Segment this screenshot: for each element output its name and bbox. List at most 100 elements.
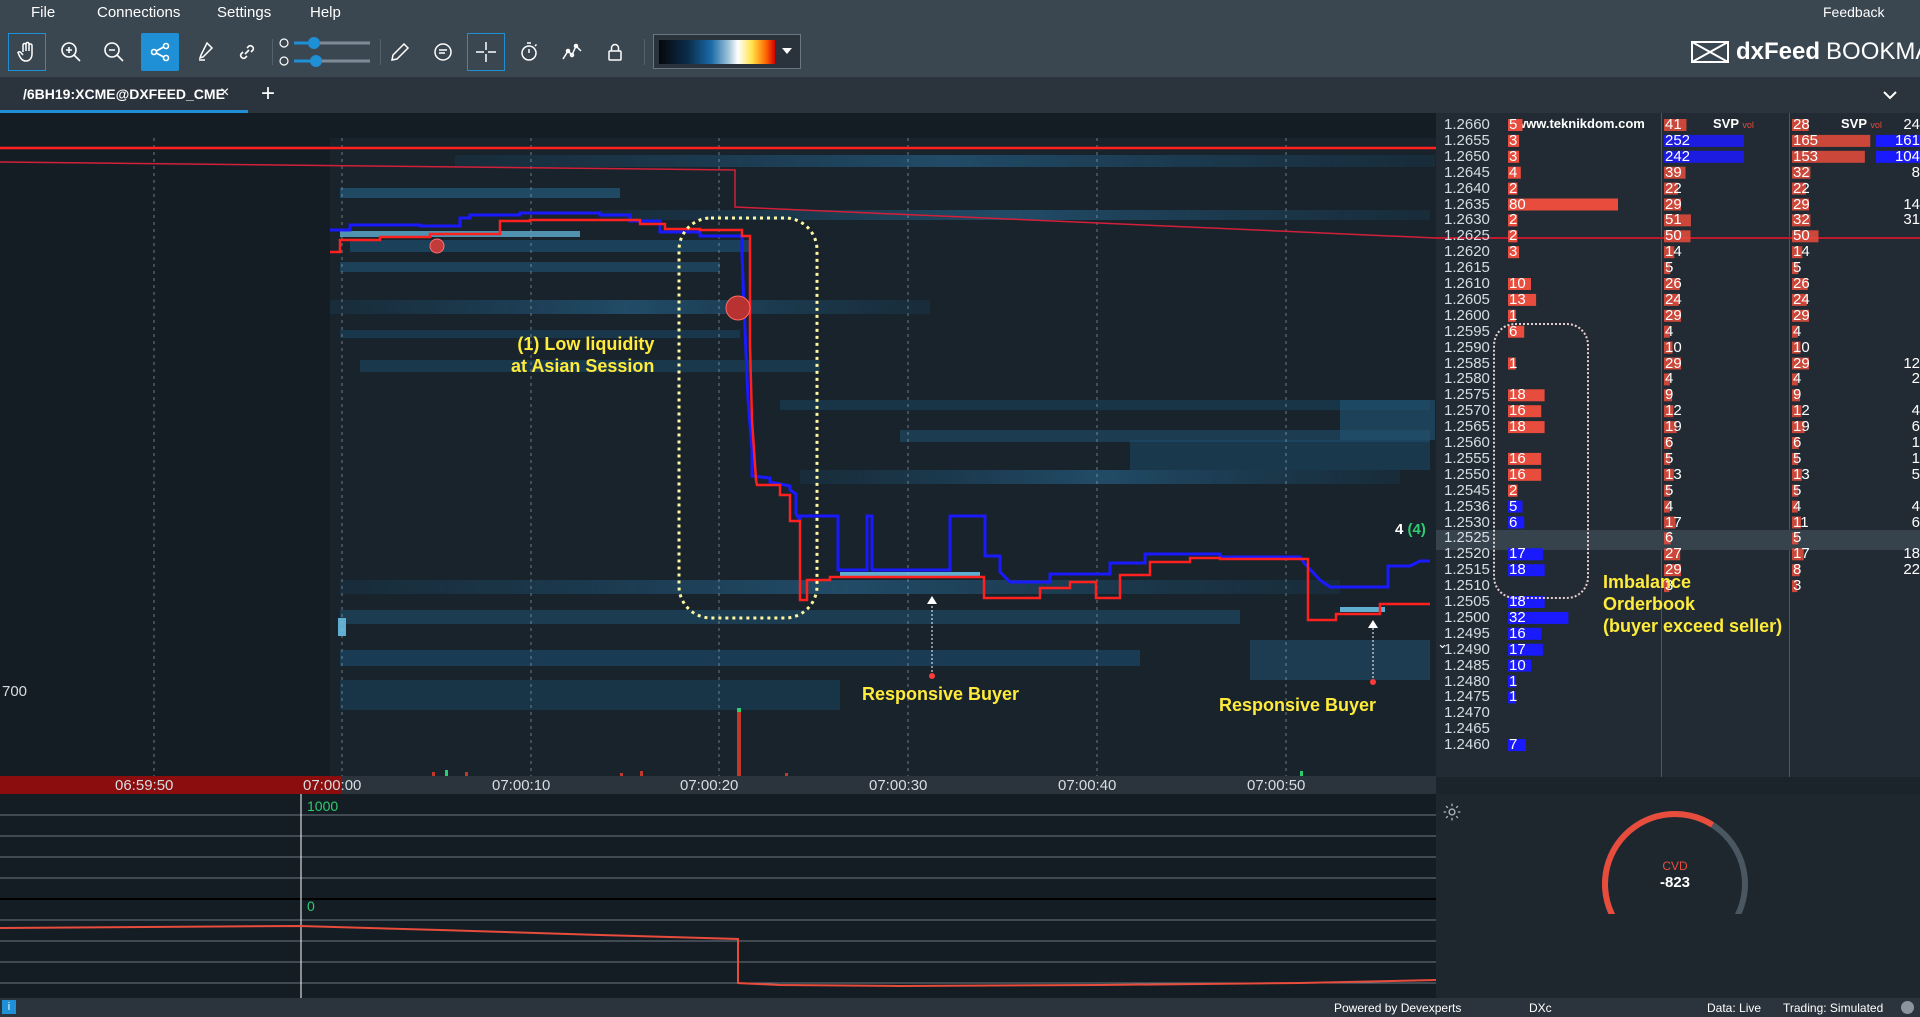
book-size: 13 (1509, 290, 1526, 308)
ladder-price[interactable]: 1.2515 (1444, 561, 1490, 579)
svp-value: 12 (1793, 402, 1810, 420)
ladder-price[interactable]: 1.2490 (1444, 640, 1490, 658)
ladder-price[interactable]: 1.2645 (1444, 163, 1490, 181)
ladder-price[interactable]: 1.2485 (1444, 656, 1490, 674)
ladder-price[interactable]: 1.2545 (1444, 481, 1490, 499)
ladder-price[interactable]: 1.2605 (1444, 290, 1490, 308)
ladder-price[interactable]: 1.2475 (1444, 688, 1490, 706)
svp-bar (1664, 262, 1671, 275)
time-tick-label: 07:00:10 (492, 777, 551, 794)
ladder-price[interactable]: 1.2610 (1444, 275, 1490, 292)
indicator-button[interactable] (186, 33, 224, 71)
svp-header[interactable]: SVP vol (1841, 116, 1882, 131)
menu-settings[interactable]: Settings (217, 4, 272, 21)
ask-size-bar (1508, 405, 1542, 418)
annotation-line: at Asian Session (511, 356, 655, 376)
dxfeed-logo-icon (1691, 41, 1729, 63)
svp-bar (1664, 341, 1673, 354)
pencil-icon (391, 42, 410, 61)
ladder-price[interactable]: 1.2585 (1444, 354, 1490, 372)
gear-icon[interactable] (1442, 802, 1462, 822)
ladder-price[interactable]: 1.2480 (1444, 672, 1490, 690)
menu-file[interactable]: File (31, 4, 56, 21)
comment-button[interactable] (424, 33, 462, 71)
menu-connections[interactable]: Connections (97, 4, 181, 21)
svp-value: 29 (1793, 306, 1810, 324)
color-scheme-dropdown[interactable] (653, 34, 801, 69)
svp-bar (1664, 325, 1670, 338)
ladder-price[interactable]: 1.2536 (1444, 497, 1490, 515)
svp-value: 6 (1911, 418, 1920, 436)
brightness-contrast-sliders (278, 34, 373, 70)
collapse-icon[interactable]: ⌄ (1437, 636, 1448, 651)
powered-by: Powered by Devexperts (1334, 1001, 1462, 1015)
feedback-link[interactable]: Feedback (1823, 4, 1885, 20)
ladder-price[interactable]: 1.2635 (1444, 195, 1490, 213)
svp-bar (1664, 166, 1686, 179)
svp-value: 19 (1665, 418, 1682, 436)
svp-value: 161 (1894, 131, 1920, 149)
hand-tool-button[interactable] (8, 33, 46, 71)
annotation-responsive-buyer-1: Responsive Buyer (862, 684, 1020, 704)
ladder-price[interactable]: 1.2560 (1444, 434, 1490, 451)
time-axis[interactable]: 06:59:50 07:00:00 07:00:10 07:00:20 07:0… (0, 776, 1436, 794)
ladder-price[interactable]: 1.2580 (1444, 370, 1490, 388)
add-tab-button[interactable]: + (261, 80, 276, 107)
svp-header[interactable]: SVP vol (1713, 116, 1754, 131)
cvd-indicator-chart[interactable] (0, 794, 1436, 998)
ladder-price[interactable]: 1.2575 (1444, 386, 1490, 404)
svp-value: 5 (1911, 465, 1920, 483)
ladder-price[interactable]: 1.2505 (1444, 593, 1490, 610)
ladder-price[interactable]: 1.2525 (1444, 529, 1490, 547)
ladder-price[interactable]: 1.2650 (1444, 147, 1490, 165)
info-icon[interactable]: i (2, 1000, 16, 1014)
share-button[interactable] (141, 33, 179, 71)
ladder-price[interactable]: 1.2620 (1444, 243, 1490, 261)
ladder-price[interactable]: 1.2555 (1444, 449, 1490, 467)
svp-bar (1664, 468, 1674, 481)
tab-instrument[interactable]: /6BH19:XCME@DXFEED_CME × (0, 77, 248, 113)
ladder-price[interactable]: 1.2595 (1444, 322, 1490, 340)
ladder-price[interactable]: 1.2615 (1444, 259, 1490, 277)
ladder-price[interactable]: 1.2655 (1444, 131, 1490, 149)
heatmap-chart[interactable] (0, 138, 1436, 778)
svp-value: 17 (1793, 545, 1810, 563)
zoom-in-button[interactable] (52, 33, 90, 71)
lock-button[interactable] (596, 33, 634, 71)
ladder-price[interactable]: 1.2590 (1444, 338, 1490, 356)
ladder-price[interactable]: 1.2550 (1444, 465, 1490, 483)
volume-bars (432, 770, 1303, 778)
price-ladder[interactable]: www.teknikdom.com SVP vol SVP vol 1.2660… (1436, 113, 1920, 777)
link-button[interactable] (228, 33, 266, 71)
pencil-button[interactable] (381, 33, 419, 71)
ladder-price[interactable]: 1.2465 (1444, 720, 1490, 738)
zoom-out-button[interactable] (95, 33, 133, 71)
ladder-price[interactable]: 1.2520 (1444, 545, 1490, 563)
ladder-price[interactable]: 1.2660 (1444, 116, 1490, 133)
timer-button[interactable] (510, 33, 548, 71)
ladder-price[interactable]: 1.2565 (1444, 418, 1490, 436)
ladder-price[interactable]: 1.2625 (1444, 227, 1490, 245)
ladder-price[interactable]: 1.2495 (1444, 624, 1490, 642)
ladder-price[interactable]: 1.2570 (1444, 402, 1490, 420)
ladder-price[interactable]: 1.2460 (1444, 736, 1490, 754)
ladder-price[interactable]: 1.2630 (1444, 211, 1490, 229)
book-size: 18 (1509, 418, 1526, 436)
chevron-down-icon (782, 48, 792, 54)
chevron-down-icon[interactable] (1882, 89, 1898, 101)
crosshair-button[interactable] (467, 33, 505, 71)
tab-close-icon[interactable]: × (220, 84, 230, 101)
time-tick-label: 07:00:40 (1058, 777, 1117, 794)
time-tick-label: 07:00:50 (1247, 777, 1306, 794)
ladder-price[interactable]: 1.2470 (1444, 704, 1490, 722)
ladder-price[interactable]: 1.2510 (1444, 577, 1490, 595)
ladder-price[interactable]: 1.2500 (1444, 608, 1490, 626)
trend-button[interactable] (553, 33, 591, 71)
ladder-price[interactable]: 1.2600 (1444, 306, 1490, 324)
menu-help[interactable]: Help (310, 4, 341, 21)
low-liquidity-highlight (677, 216, 819, 620)
ladder-price[interactable]: 1.2530 (1444, 513, 1490, 531)
svp-bar (1792, 166, 1811, 179)
svp-value: 5 (1665, 259, 1674, 277)
ladder-price[interactable]: 1.2640 (1444, 179, 1490, 197)
